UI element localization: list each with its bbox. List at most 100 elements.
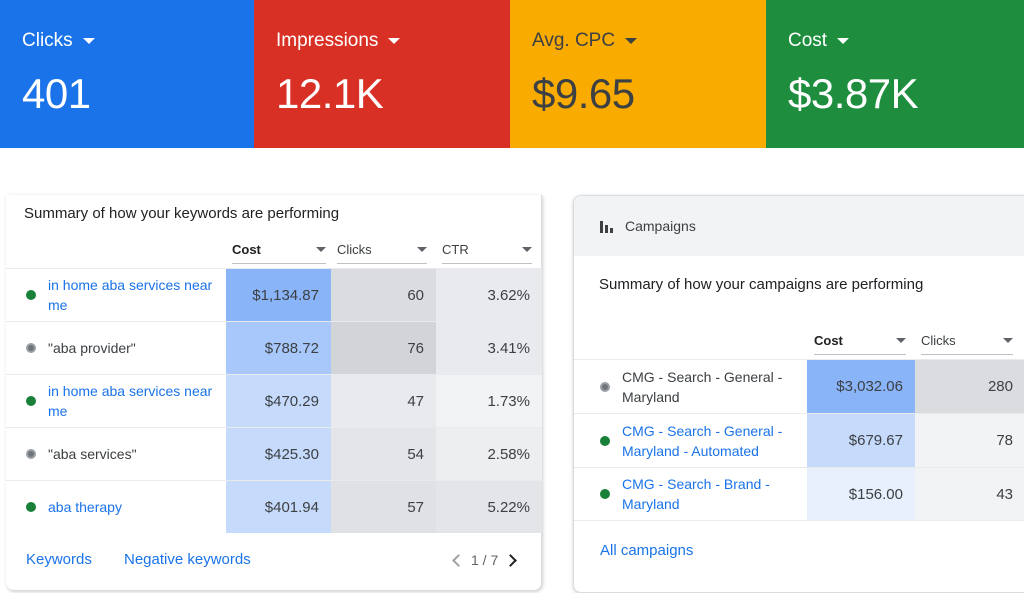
keyword-cell[interactable]: in home aba services near me xyxy=(6,375,226,427)
ctr-cell: 5.22% xyxy=(436,481,542,533)
campaign-link[interactable]: CMG - Search - Brand - Maryland xyxy=(622,476,770,512)
caret-down-icon[interactable] xyxy=(837,38,850,44)
keyword-text[interactable]: "aba provider" xyxy=(48,340,136,356)
kpi-impressions[interactable]: Impressions 12.1K xyxy=(254,0,510,148)
caret-down-icon[interactable] xyxy=(388,38,401,44)
column-header-label: Cost xyxy=(232,242,261,257)
kpi-label-text: Impressions xyxy=(276,30,379,51)
kpi-impressions-label[interactable]: Impressions xyxy=(276,28,510,54)
status-enabled-icon xyxy=(600,489,610,499)
kpi-avg-cpc[interactable]: Avg. CPC $9.65 xyxy=(510,0,766,148)
campaign-link[interactable]: CMG - Search - General - Maryland - Auto… xyxy=(622,422,783,459)
all-campaigns-link[interactable]: All campaigns xyxy=(600,542,694,559)
kpi-label-text: Clicks xyxy=(22,30,73,51)
kpi-avg-cpc-label[interactable]: Avg. CPC xyxy=(532,28,766,54)
status-paused-icon xyxy=(26,343,36,353)
table-row[interactable]: "aba services" $425.30 54 2.58% xyxy=(6,427,542,480)
campaigns-panel-header: Campaigns xyxy=(574,196,1024,256)
kpi-impressions-value: 12.1K xyxy=(276,70,384,117)
clicks-cell: 43 xyxy=(915,468,1024,520)
table-row[interactable]: aba therapy $401.94 57 5.22% xyxy=(6,480,542,533)
status-enabled-icon xyxy=(26,290,36,300)
column-header-label: Cost xyxy=(814,333,843,348)
column-header-label: Clicks xyxy=(337,242,372,257)
cost-cell: $470.29 xyxy=(226,375,331,427)
cost-cell: $679.67 xyxy=(807,414,915,467)
campaigns-card: Campaigns Summary of how your campaigns … xyxy=(573,195,1024,593)
table-row[interactable]: CMG - Search - General - Maryland - Auto… xyxy=(574,413,1024,467)
status-paused-icon xyxy=(600,381,610,392)
kpi-cost[interactable]: Cost $3.87K xyxy=(766,0,1024,148)
cost-cell: $1,134.87 xyxy=(226,269,331,321)
kpi-cost-label[interactable]: Cost xyxy=(788,28,1024,54)
campaigns-header-label: Campaigns xyxy=(625,218,696,234)
campaigns-card-title: Summary of how your campaigns are perfor… xyxy=(599,276,924,293)
cost-cell: $156.00 xyxy=(807,468,915,520)
table-row[interactable]: "aba provider" $788.72 76 3.41% xyxy=(6,321,542,374)
ctr-cell: 2.58% xyxy=(436,428,542,480)
clicks-cell: 54 xyxy=(331,428,436,480)
caret-down-icon[interactable] xyxy=(896,338,906,343)
kpi-row: Clicks 401 Impressions 12.1K Avg. CPC $9… xyxy=(0,0,1024,148)
ctr-cell: 1.73% xyxy=(436,375,542,427)
cost-cell: $788.72 xyxy=(226,322,331,374)
keyword-link[interactable]: in home aba services near me xyxy=(48,383,213,419)
kpi-label-text: Avg. CPC xyxy=(532,30,616,51)
cost-cell: $425.30 xyxy=(226,428,331,480)
cost-cell: $3,032.06 xyxy=(807,360,915,413)
chevron-left-icon[interactable] xyxy=(452,553,465,567)
column-header-cost[interactable]: Cost xyxy=(814,333,906,355)
clicks-cell: 57 xyxy=(331,481,436,533)
status-enabled-icon xyxy=(26,396,36,406)
campaign-cell[interactable]: CMG - Search - Brand - Maryland xyxy=(574,468,807,520)
kpi-cost-value: $3.87K xyxy=(788,70,919,117)
cost-cell: $401.94 xyxy=(226,481,331,533)
keywords-link[interactable]: Keywords xyxy=(26,551,92,568)
column-header-cost[interactable]: Cost xyxy=(232,242,326,264)
clicks-cell: 47 xyxy=(331,375,436,427)
table-row[interactable]: in home aba services near me $470.29 47 … xyxy=(6,374,542,427)
status-enabled-icon xyxy=(600,435,610,446)
keyword-link[interactable]: aba therapy xyxy=(48,499,122,515)
keyword-cell[interactable]: "aba provider" xyxy=(6,322,226,374)
campaign-cell[interactable]: CMG - Search - General - Maryland - Auto… xyxy=(574,414,807,467)
column-header-ctr[interactable]: CTR xyxy=(442,242,532,264)
keywords-card: Summary of how your keywords are perform… xyxy=(6,195,542,591)
table-row[interactable]: CMG - Search - Brand - Maryland $156.00 … xyxy=(574,467,1024,521)
campaign-text[interactable]: CMG - Search - General - Maryland xyxy=(622,368,783,405)
kpi-avg-cpc-value: $9.65 xyxy=(532,70,635,117)
column-header-clicks[interactable]: Clicks xyxy=(337,242,427,264)
kpi-clicks-label[interactable]: Clicks xyxy=(22,28,254,54)
keyword-text[interactable]: "aba services" xyxy=(48,446,137,462)
kpi-label-text: Cost xyxy=(788,30,828,51)
table-row[interactable]: in home aba services near me $1,134.87 6… xyxy=(6,268,542,321)
caret-down-icon[interactable] xyxy=(316,247,326,252)
keyword-cell[interactable]: in home aba services near me xyxy=(6,269,226,321)
clicks-cell: 60 xyxy=(331,269,436,321)
caret-down-icon[interactable] xyxy=(417,247,427,252)
keyword-cell[interactable]: "aba services" xyxy=(6,428,226,480)
ctr-cell: 3.62% xyxy=(436,269,542,321)
campaign-cell[interactable]: CMG - Search - General - Maryland xyxy=(574,360,807,413)
clicks-cell: 78 xyxy=(915,414,1024,467)
pagination: 1 / 7 xyxy=(452,552,518,568)
table-row[interactable]: CMG - Search - General - Maryland $3,032… xyxy=(574,359,1024,413)
caret-down-icon[interactable] xyxy=(625,38,638,44)
caret-down-icon[interactable] xyxy=(1003,338,1013,343)
column-header-label: CTR xyxy=(442,242,469,257)
caret-down-icon[interactable] xyxy=(82,38,95,44)
column-header-clicks[interactable]: Clicks xyxy=(921,333,1013,355)
keyword-link[interactable]: in home aba services near me xyxy=(48,277,213,313)
caret-down-icon[interactable] xyxy=(522,247,532,252)
clicks-cell: 280 xyxy=(915,360,1024,413)
kpi-clicks-value: 401 xyxy=(22,70,91,117)
keyword-cell[interactable]: aba therapy xyxy=(6,481,226,533)
ctr-cell: 3.41% xyxy=(436,322,542,374)
page-indicator: 1 / 7 xyxy=(471,552,499,568)
column-header-label: Clicks xyxy=(921,333,956,348)
chevron-right-icon[interactable] xyxy=(504,553,518,567)
status-paused-icon xyxy=(26,449,36,459)
kpi-clicks[interactable]: Clicks 401 xyxy=(0,0,254,148)
negative-keywords-link[interactable]: Negative keywords xyxy=(124,551,251,568)
keywords-card-title: Summary of how your keywords are perform… xyxy=(24,205,340,222)
